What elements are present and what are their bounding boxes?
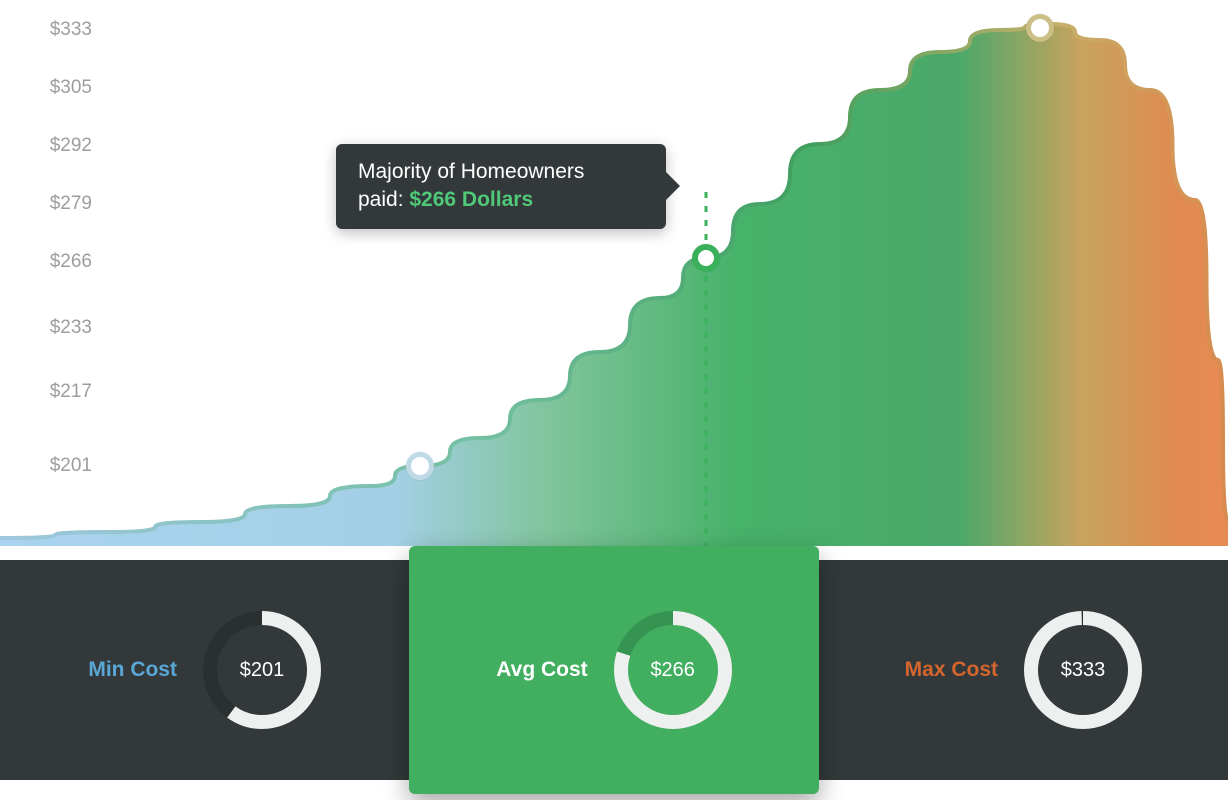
marker-min bbox=[406, 452, 434, 480]
y-axis: $333 $305 $292 $279 $266 $233 $217 $201 bbox=[0, 0, 110, 560]
tooltip-line2: paid: $266 Dollars bbox=[358, 186, 644, 214]
y-tick-label: $266 bbox=[50, 251, 92, 273]
marker-peak bbox=[1026, 14, 1054, 42]
summary-value-min: $201 bbox=[203, 611, 321, 729]
y-tick-label: $217 bbox=[50, 381, 92, 403]
tooltip-arrow-icon bbox=[666, 172, 680, 200]
y-tick-label: $279 bbox=[50, 193, 92, 215]
tooltip-amount: $266 Dollars bbox=[409, 188, 533, 211]
tooltip-line1: Majority of Homeowners bbox=[358, 158, 644, 186]
tooltip-prefix: paid: bbox=[358, 188, 409, 211]
marker-avg bbox=[692, 244, 720, 272]
summary-value-avg: $266 bbox=[614, 611, 732, 729]
summary-card-avg: Avg Cost $266 bbox=[409, 546, 818, 794]
cost-summary-band: Min Cost $201 Avg Cost $266 Max Cost $33… bbox=[0, 560, 1228, 780]
summary-donut-avg: $266 bbox=[614, 611, 732, 729]
y-tick-label: $233 bbox=[50, 317, 92, 339]
cost-tooltip: Majority of Homeowners paid: $266 Dollar… bbox=[336, 144, 666, 229]
summary-donut-max: $333 bbox=[1024, 611, 1142, 729]
summary-card-max: Max Cost $333 bbox=[819, 560, 1228, 780]
summary-value-max: $333 bbox=[1024, 611, 1142, 729]
summary-donut-min: $201 bbox=[203, 611, 321, 729]
summary-label-max: Max Cost bbox=[905, 658, 998, 682]
cost-distribution-chart: $333 $305 $292 $279 $266 $233 $217 $201 Majorit… bbox=[0, 0, 1228, 560]
y-tick-label: $305 bbox=[50, 77, 92, 99]
summary-label-min: Min Cost bbox=[88, 658, 177, 682]
summary-card-min: Min Cost $201 bbox=[0, 560, 409, 780]
chart-plot-svg bbox=[0, 0, 1228, 560]
y-tick-label: $333 bbox=[50, 19, 92, 41]
y-tick-label: $201 bbox=[50, 455, 92, 477]
y-tick-label: $292 bbox=[50, 135, 92, 157]
summary-label-avg: Avg Cost bbox=[496, 658, 587, 682]
chart-area-fill bbox=[0, 24, 1228, 546]
